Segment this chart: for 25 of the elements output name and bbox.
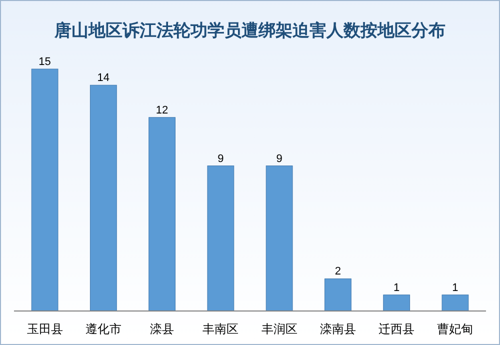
bar: [31, 68, 58, 312]
x-tick-label: 遵化市: [85, 322, 122, 336]
bar: [148, 117, 176, 312]
data-label: 12: [156, 104, 168, 116]
data-label: 15: [38, 56, 51, 68]
bar: [324, 278, 352, 312]
x-tick-label: 丰南区: [202, 322, 239, 336]
data-label: 1: [394, 282, 400, 294]
x-tick-label: 滦南县: [320, 322, 356, 336]
data-label: 9: [218, 152, 224, 165]
bar: [383, 294, 410, 312]
bar: [442, 294, 469, 312]
x-tick-label: 滦县: [150, 322, 174, 336]
bar: [90, 84, 117, 312]
data-label: 9: [276, 152, 282, 165]
x-tick-label: 迁西县: [378, 322, 415, 336]
chart-title: 唐山地区诉江法轮功学员遭绑架迫害人数按地区分布: [54, 21, 446, 41]
bar: [266, 166, 293, 312]
x-tick-label: 丰润区: [261, 322, 298, 336]
data-label: 1: [452, 282, 458, 294]
data-label: 2: [334, 266, 342, 278]
data-label: 14: [97, 72, 110, 84]
x-tick-label: 玉田县: [26, 322, 63, 336]
x-tick-label: 曹妃甸: [437, 322, 474, 336]
bar: [207, 166, 234, 312]
